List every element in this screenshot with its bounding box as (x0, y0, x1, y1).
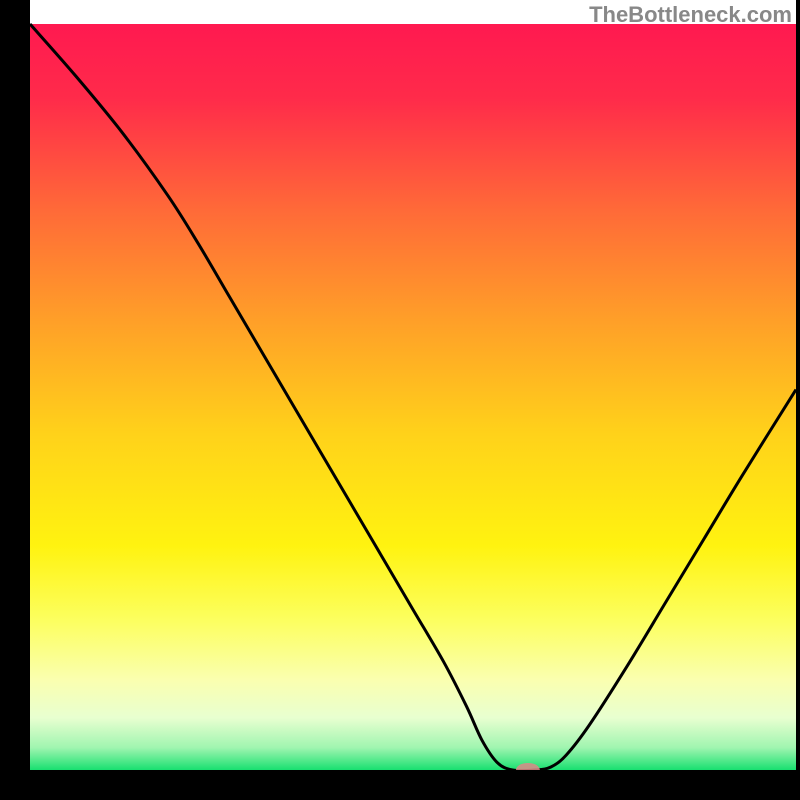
axis-border-right (796, 0, 800, 800)
gradient-background (30, 24, 796, 770)
axis-border-left (0, 0, 30, 800)
watermark-text: TheBottleneck.com (589, 2, 792, 28)
chart-svg (0, 0, 800, 800)
axis-border-bottom (0, 770, 800, 800)
bottleneck-chart: TheBottleneck.com (0, 0, 800, 800)
